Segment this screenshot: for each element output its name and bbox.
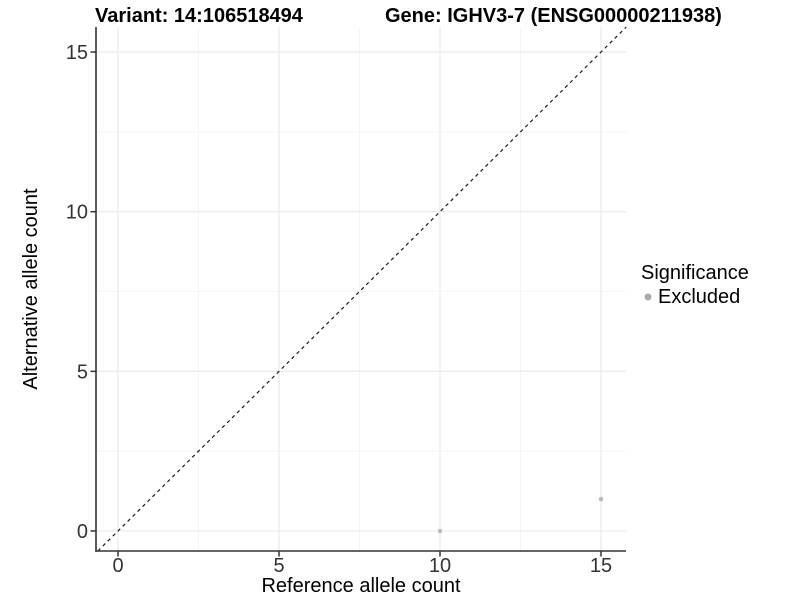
- x-tick-label: 0: [112, 555, 123, 577]
- legend-key: [641, 288, 654, 306]
- y-tick-label: 5: [77, 361, 88, 383]
- x-tick-label: 10: [429, 555, 451, 577]
- data-point: [437, 528, 443, 534]
- gene-title: Gene: IGHV3-7 (ENSG00000211938): [385, 5, 722, 27]
- data-point: [598, 496, 604, 502]
- y-tick-label: 15: [66, 42, 88, 64]
- x-tick-label: 15: [590, 555, 612, 577]
- legend-title: Significance: [641, 262, 749, 284]
- x-tick-label: 5: [273, 555, 284, 577]
- legend-item-excluded: Excluded: [641, 287, 749, 307]
- y-axis-title: Alternative allele count: [20, 188, 42, 390]
- x-axis-title: Reference allele count: [261, 575, 461, 597]
- identity-line: [97, 26, 627, 552]
- y-tick-label: 0: [77, 521, 88, 543]
- y-tick-label: 10: [66, 202, 88, 224]
- legend-item-label: Excluded: [658, 286, 741, 308]
- variant-title: Variant: 14:106518494: [95, 5, 303, 27]
- excluded-point-icon: [644, 293, 651, 301]
- legend: Significance Excluded: [641, 261, 749, 307]
